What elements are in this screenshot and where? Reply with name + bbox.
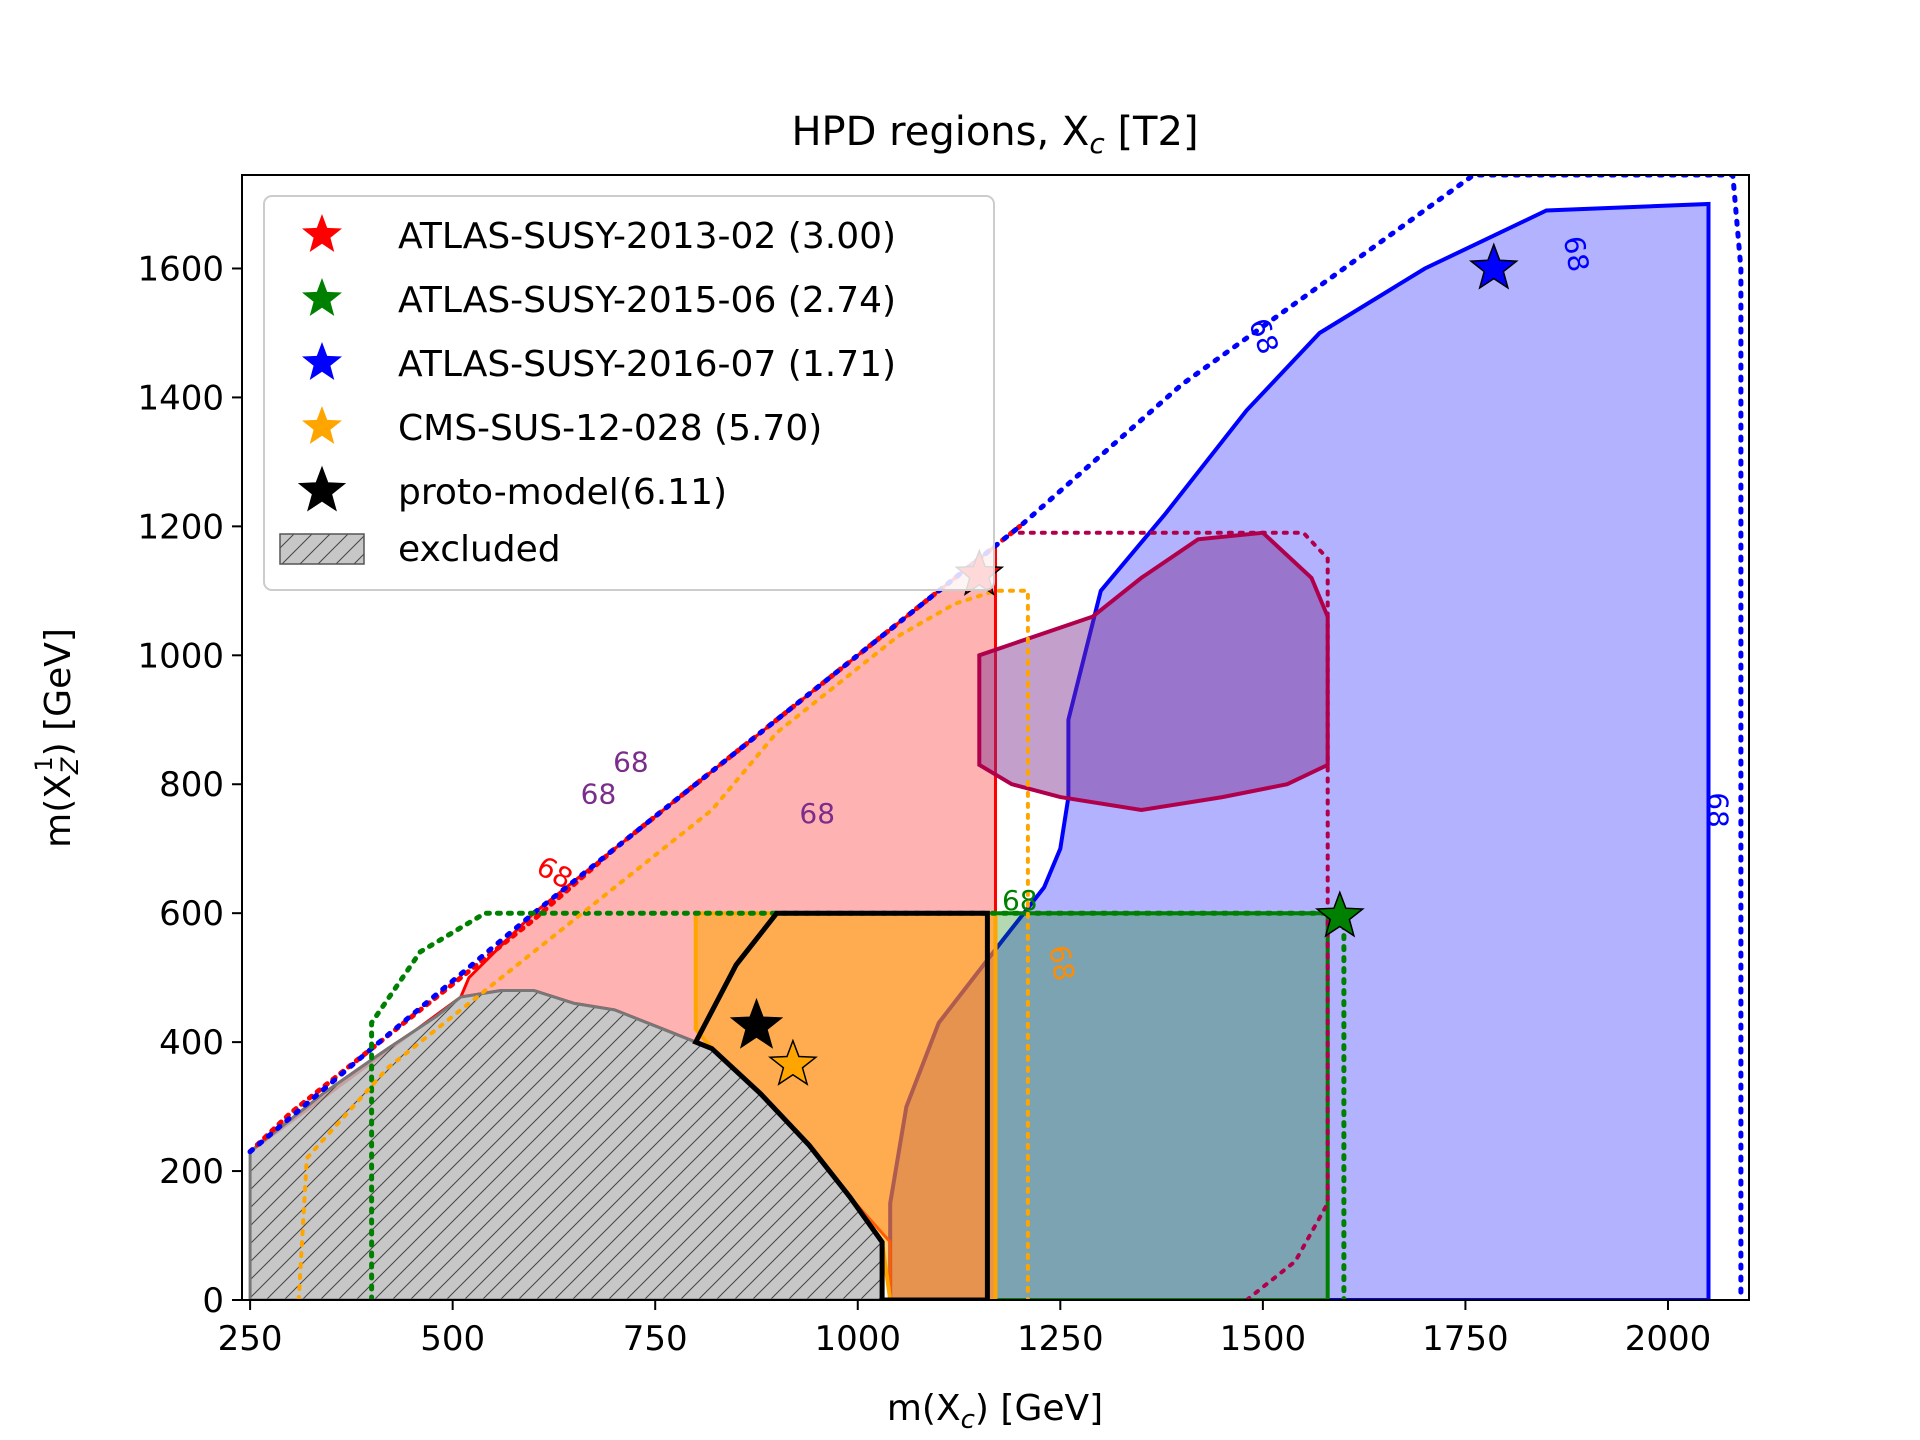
legend-entry: CMS-SUS-12-028 (5.70) (302, 406, 822, 449)
marker-star-2 (1314, 890, 1365, 938)
contour-label-68: 68 (799, 797, 835, 830)
legend-star (302, 214, 342, 252)
legend-entry: proto-model(6.11) (297, 465, 727, 513)
x-axis-ticks: 250 500 750 1000 1250 1500 1750 2000 (218, 1300, 1712, 1359)
hpd-contours (247, 175, 1744, 1300)
y-tick-label: 1200 (137, 507, 224, 547)
contour-green-dotted (369, 910, 1347, 1300)
hpd-regions (248, 201, 1711, 1300)
legend-label: ATLAS-SUSY-2015-06 (2.74) (398, 280, 896, 321)
contour-label-68: 68 (1557, 234, 1596, 275)
chart-title-sub: c (1089, 127, 1105, 160)
contour-label-68: 68 (1042, 943, 1081, 984)
y-axis-ticks: 0 200 400 600 800 1000 1200 1400 1600 (137, 249, 242, 1321)
y-tick-label: 1000 (137, 636, 224, 676)
contour-label-68: 68 (1701, 792, 1734, 828)
region-overlap-purple (977, 530, 1330, 813)
contour-crimson-dotted (1017, 530, 1330, 1300)
x-tick-label: 750 (623, 1319, 688, 1359)
contour-orange-dotted (296, 588, 1030, 1300)
y-tick-label: 200 (159, 1152, 224, 1192)
y-tick-label: 1600 (137, 249, 224, 289)
contour-label-68: 68 (613, 745, 649, 778)
legend: ATLAS-SUSY-2013-02 (3.00) ATLAS-SUSY-2015… (263, 195, 995, 591)
x-tick-label: 1250 (1017, 1319, 1104, 1359)
region-atlas-2015-06 (993, 911, 1330, 1300)
contour-black-solid (692, 910, 990, 1300)
y-axis-label: m(XZ1) [GeV] (30, 628, 84, 848)
legend-star (302, 342, 342, 380)
legend-entry: ATLAS-SUSY-2015-06 (2.74) (302, 278, 896, 321)
y-tick-label: 400 (159, 1023, 224, 1063)
legend-label: proto-model(6.11) (398, 472, 727, 513)
x-tick-label: 2000 (1625, 1319, 1712, 1359)
x-tick-label: 1000 (814, 1319, 901, 1359)
excluded-swatch (279, 533, 365, 565)
legend-label: CMS-SUS-12-028 (5.70) (398, 408, 822, 449)
legend-entry: ATLAS-SUSY-2013-02 (3.00) (302, 214, 896, 257)
contour-label-68: 68 (1002, 884, 1038, 917)
legend-star (302, 406, 342, 444)
marker-star-3 (1468, 242, 1519, 290)
chart-title-suffix: [T2] (1105, 109, 1199, 155)
marker-star-5 (729, 997, 784, 1049)
legend-box (263, 195, 995, 591)
legend-label-excluded: excluded (398, 529, 561, 570)
x-tick-label: 1750 (1422, 1319, 1509, 1359)
axes-frame (241, 174, 1750, 1301)
legend-label: ATLAS-SUSY-2013-02 (3.00) (398, 216, 896, 257)
marker-star-4 (768, 1038, 818, 1086)
x-tick-label: 250 (218, 1319, 283, 1359)
x-axis-label: m(Xc) [GeV] (887, 1388, 1103, 1435)
y-tick-label: 0 (202, 1281, 224, 1321)
y-tick-label: 600 (159, 894, 224, 934)
legend-star (302, 278, 342, 316)
y-tick-label: 800 (159, 765, 224, 805)
contour-blue-dotted (247, 175, 1744, 1300)
x-tick-label: 500 (420, 1319, 485, 1359)
legend-star (297, 465, 347, 512)
legend-entry: ATLAS-SUSY-2016-07 (1.71) (302, 342, 896, 385)
legend-label: ATLAS-SUSY-2016-07 (1.71) (398, 344, 896, 385)
x-tick-label: 1500 (1220, 1319, 1307, 1359)
chart-title: HPD regions, Xc [T2] (791, 109, 1198, 160)
legend-entry-excluded: excluded (279, 529, 561, 570)
y-tick-label: 1400 (137, 378, 224, 418)
contour-label-68: 68 (581, 778, 617, 811)
